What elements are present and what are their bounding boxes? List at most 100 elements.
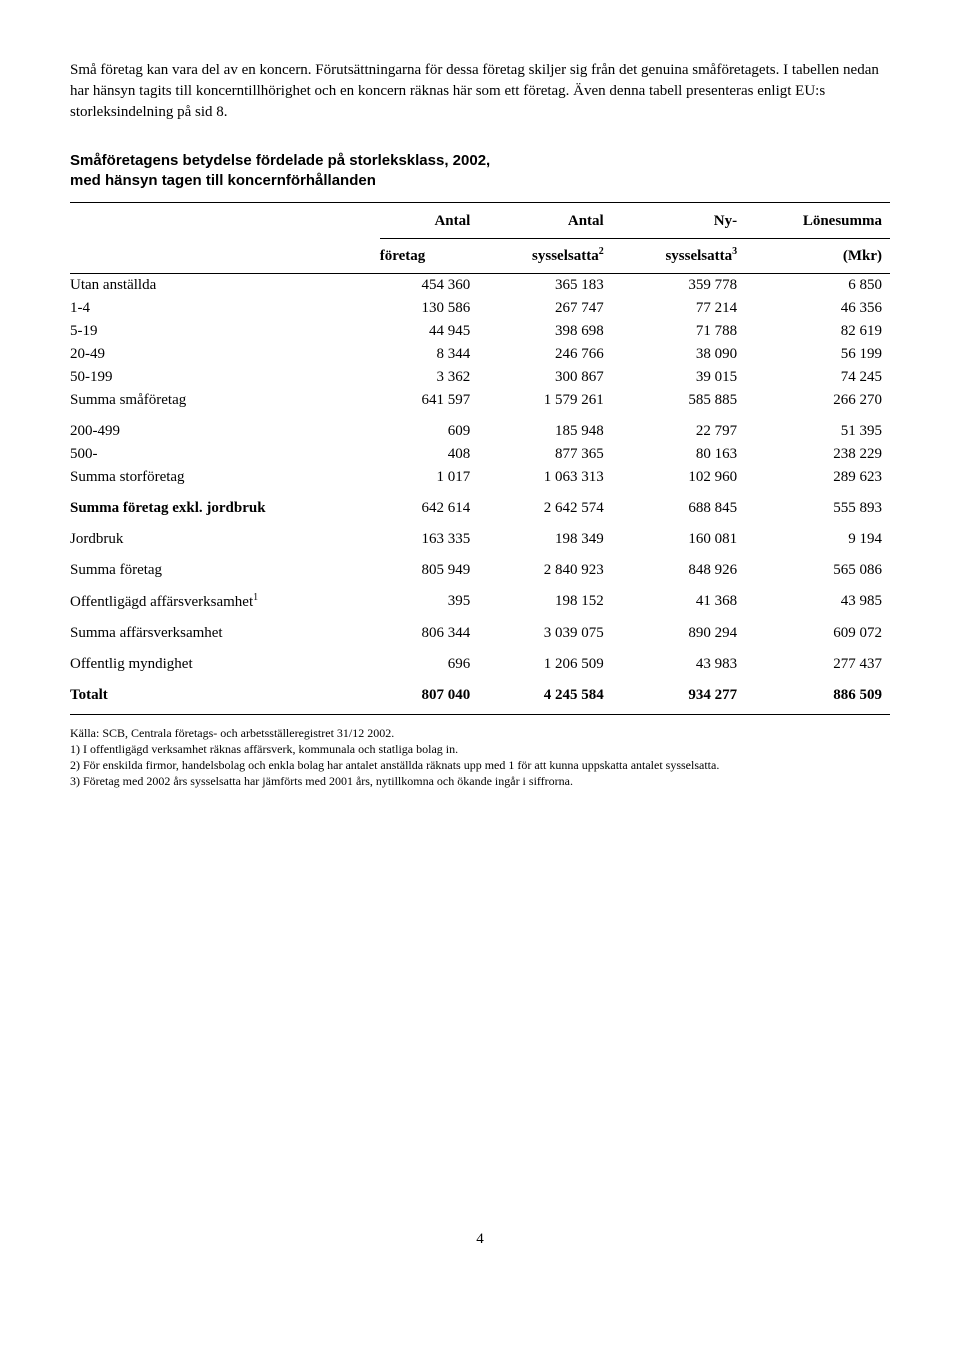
table-row: Summa affärsverksamhet806 3443 039 07589… [70, 622, 890, 645]
row-value: 1 017 [380, 466, 479, 489]
footnote-source: Källa: SCB, Centrala företags- och arbet… [70, 725, 890, 741]
row-value: 1 206 509 [478, 653, 611, 676]
row-value: 877 365 [478, 443, 611, 466]
row-value: 359 778 [612, 273, 745, 297]
row-label: 20-49 [70, 343, 380, 366]
table-row: 20-498 344246 76638 09056 199 [70, 343, 890, 366]
row-value: 1 579 261 [478, 389, 611, 412]
table-row: Summa småföretag641 5971 579 261585 8852… [70, 389, 890, 412]
row-label: 5-19 [70, 320, 380, 343]
row-label: Offentligägd affärsverksamhet1 [70, 590, 380, 614]
footnote-3: 3) Företag med 2002 års sysselsatta har … [70, 773, 890, 789]
table-title-line2: med hänsyn tagen till koncernförhållande… [70, 172, 376, 189]
table-row: Offentlig myndighet6961 206 50943 983277… [70, 653, 890, 676]
row-value: 163 335 [380, 528, 479, 551]
row-value: 4 245 584 [478, 684, 611, 715]
table-row: 500-408877 36580 163238 229 [70, 443, 890, 466]
row-label: Totalt [70, 684, 380, 715]
row-label: Summa affärsverksamhet [70, 622, 380, 645]
data-table: Antal Antal Ny- Lönesumma företag syssel… [70, 202, 890, 715]
row-value: 609 [380, 420, 479, 443]
footnotes: Källa: SCB, Centrala företags- och arbet… [70, 725, 890, 790]
row-value: 56 199 [745, 343, 890, 366]
row-label: Summa storföretag [70, 466, 380, 489]
row-value: 277 437 [745, 653, 890, 676]
table-row: 200-499609185 94822 79751 395 [70, 420, 890, 443]
row-value: 266 270 [745, 389, 890, 412]
table-row: Jordbruk163 335198 349160 0819 194 [70, 528, 890, 551]
header-lonesumma-1: Lönesumma [745, 202, 890, 238]
row-value: 805 949 [380, 559, 479, 582]
row-value: 43 985 [745, 590, 890, 614]
row-value: 398 698 [478, 320, 611, 343]
row-value: 609 072 [745, 622, 890, 645]
row-label: Jordbruk [70, 528, 380, 551]
table-row: 1-4130 586267 74777 21446 356 [70, 297, 890, 320]
row-value: 130 586 [380, 297, 479, 320]
row-value: 43 983 [612, 653, 745, 676]
header-antal-foretag-1: Antal [380, 202, 479, 238]
row-value: 408 [380, 443, 479, 466]
row-label: Utan anställda [70, 273, 380, 297]
row-label: 50-199 [70, 366, 380, 389]
table-row: 50-1993 362300 86739 01574 245 [70, 366, 890, 389]
row-label: Offentlig myndighet [70, 653, 380, 676]
page-number: 4 [70, 1229, 890, 1250]
row-value: 848 926 [612, 559, 745, 582]
row-value: 160 081 [612, 528, 745, 551]
row-value: 555 893 [745, 497, 890, 520]
row-value: 934 277 [612, 684, 745, 715]
header-antal-foretag-2: företag [380, 238, 479, 273]
row-value: 80 163 [612, 443, 745, 466]
row-value: 8 344 [380, 343, 479, 366]
footnote-2: 2) För enskilda firmor, handelsbolag och… [70, 757, 890, 773]
row-value: 688 845 [612, 497, 745, 520]
row-value: 185 948 [478, 420, 611, 443]
row-value: 454 360 [380, 273, 479, 297]
row-value: 102 960 [612, 466, 745, 489]
row-label: Summa företag exkl. jordbruk [70, 497, 380, 520]
row-value: 198 349 [478, 528, 611, 551]
row-value: 39 015 [612, 366, 745, 389]
header-lonesumma-2: (Mkr) [745, 238, 890, 273]
row-value: 46 356 [745, 297, 890, 320]
table-row: 5-1944 945398 69871 78882 619 [70, 320, 890, 343]
row-label: 500- [70, 443, 380, 466]
row-value: 890 294 [612, 622, 745, 645]
header-empty [70, 202, 380, 273]
table-row: Totalt807 0404 245 584934 277886 509 [70, 684, 890, 715]
row-value: 565 086 [745, 559, 890, 582]
row-value: 41 368 [612, 590, 745, 614]
row-value: 2 642 574 [478, 497, 611, 520]
row-value: 365 183 [478, 273, 611, 297]
row-value: 696 [380, 653, 479, 676]
table-row: Utan anställda454 360365 183359 7786 850 [70, 273, 890, 297]
row-value: 51 395 [745, 420, 890, 443]
header-ny-1: Ny- [612, 202, 745, 238]
row-value: 289 623 [745, 466, 890, 489]
row-value: 9 194 [745, 528, 890, 551]
row-value: 395 [380, 590, 479, 614]
row-value: 238 229 [745, 443, 890, 466]
row-label: Summa företag [70, 559, 380, 582]
header-antal-syssel-2: sysselsatta2 [478, 238, 611, 273]
row-value: 198 152 [478, 590, 611, 614]
row-value: 3 362 [380, 366, 479, 389]
row-value: 38 090 [612, 343, 745, 366]
row-label: 200-499 [70, 420, 380, 443]
row-value: 642 614 [380, 497, 479, 520]
row-value: 71 788 [612, 320, 745, 343]
row-value: 267 747 [478, 297, 611, 320]
row-value: 807 040 [380, 684, 479, 715]
intro-paragraph: Små företag kan vara del av en koncern. … [70, 60, 890, 123]
row-value: 82 619 [745, 320, 890, 343]
row-value: 3 039 075 [478, 622, 611, 645]
table-row: Summa storföretag1 0171 063 313102 96028… [70, 466, 890, 489]
row-label: Summa småföretag [70, 389, 380, 412]
row-value: 22 797 [612, 420, 745, 443]
table-row: Offentligägd affärsverksamhet1395198 152… [70, 590, 890, 614]
header-ny-2: sysselsatta3 [612, 238, 745, 273]
table-title: Småföretagens betydelse fördelade på sto… [70, 151, 890, 192]
row-value: 585 885 [612, 389, 745, 412]
row-value: 44 945 [380, 320, 479, 343]
